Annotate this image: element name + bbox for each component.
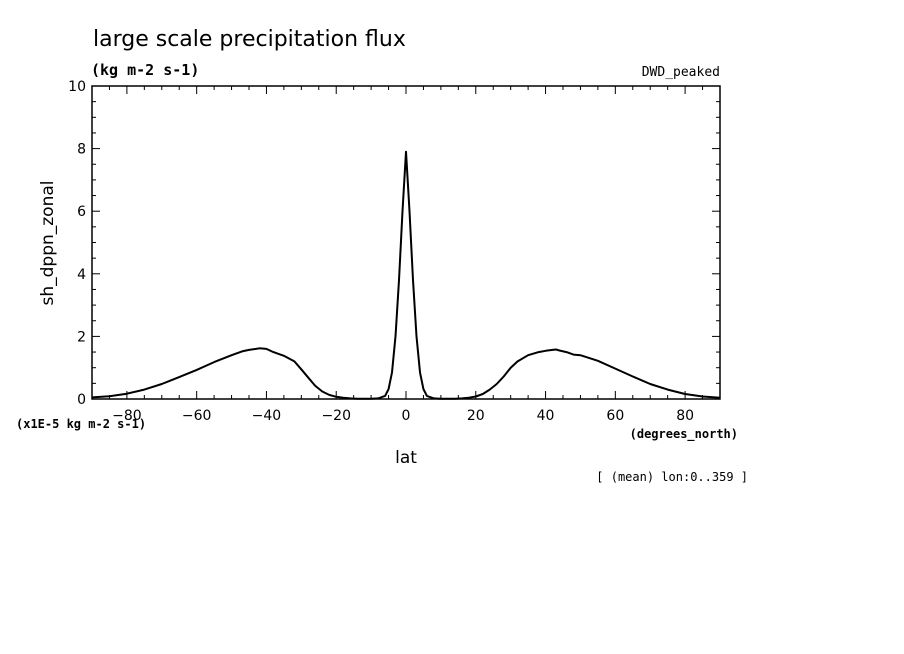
x-tick-label: 40 [537,408,555,424]
y-tick-labels: 0 2 4 6 8 10 [68,79,86,408]
plot-frame [91,85,721,400]
dataset-label: DWD_peaked [642,65,720,80]
y-tick-label: 10 [68,79,86,95]
y-tick-label: 0 [77,392,86,408]
series-line [91,150,721,400]
subset-note: [ (mean) lon:0..359 ] [596,470,748,484]
x-axis-ticks [91,86,721,399]
y-axis-ticks [92,85,720,400]
y-tick-label: 8 [77,142,86,158]
y-scale-label: (x1E-5 kg m-2 s-1) [16,417,146,431]
x-tick-label: −40 [252,408,282,424]
x-axis-label: lat [395,448,417,468]
x-tick-labels: −80 −60 −40 −20 0 20 40 60 80 [112,408,694,424]
x-tick-label: 20 [467,408,485,424]
y-axis-label: sh_dppn_zonal [38,180,58,305]
x-tick-label: 60 [606,408,624,424]
x-tick-label: −20 [321,408,351,424]
x-units-label: (degrees_north) [630,427,738,442]
y-tick-label: 2 [77,329,86,345]
x-tick-label: −80 [112,408,142,424]
y-tick-label: 6 [77,204,86,220]
y-tick-label: 4 [77,267,86,283]
x-tick-label: 80 [676,408,694,424]
units-label: (kg m-2 s-1) [91,61,199,79]
x-tick-label: 0 [402,408,411,424]
x-tick-label: −60 [182,408,212,424]
chart-title: large scale precipitation flux [93,27,406,52]
